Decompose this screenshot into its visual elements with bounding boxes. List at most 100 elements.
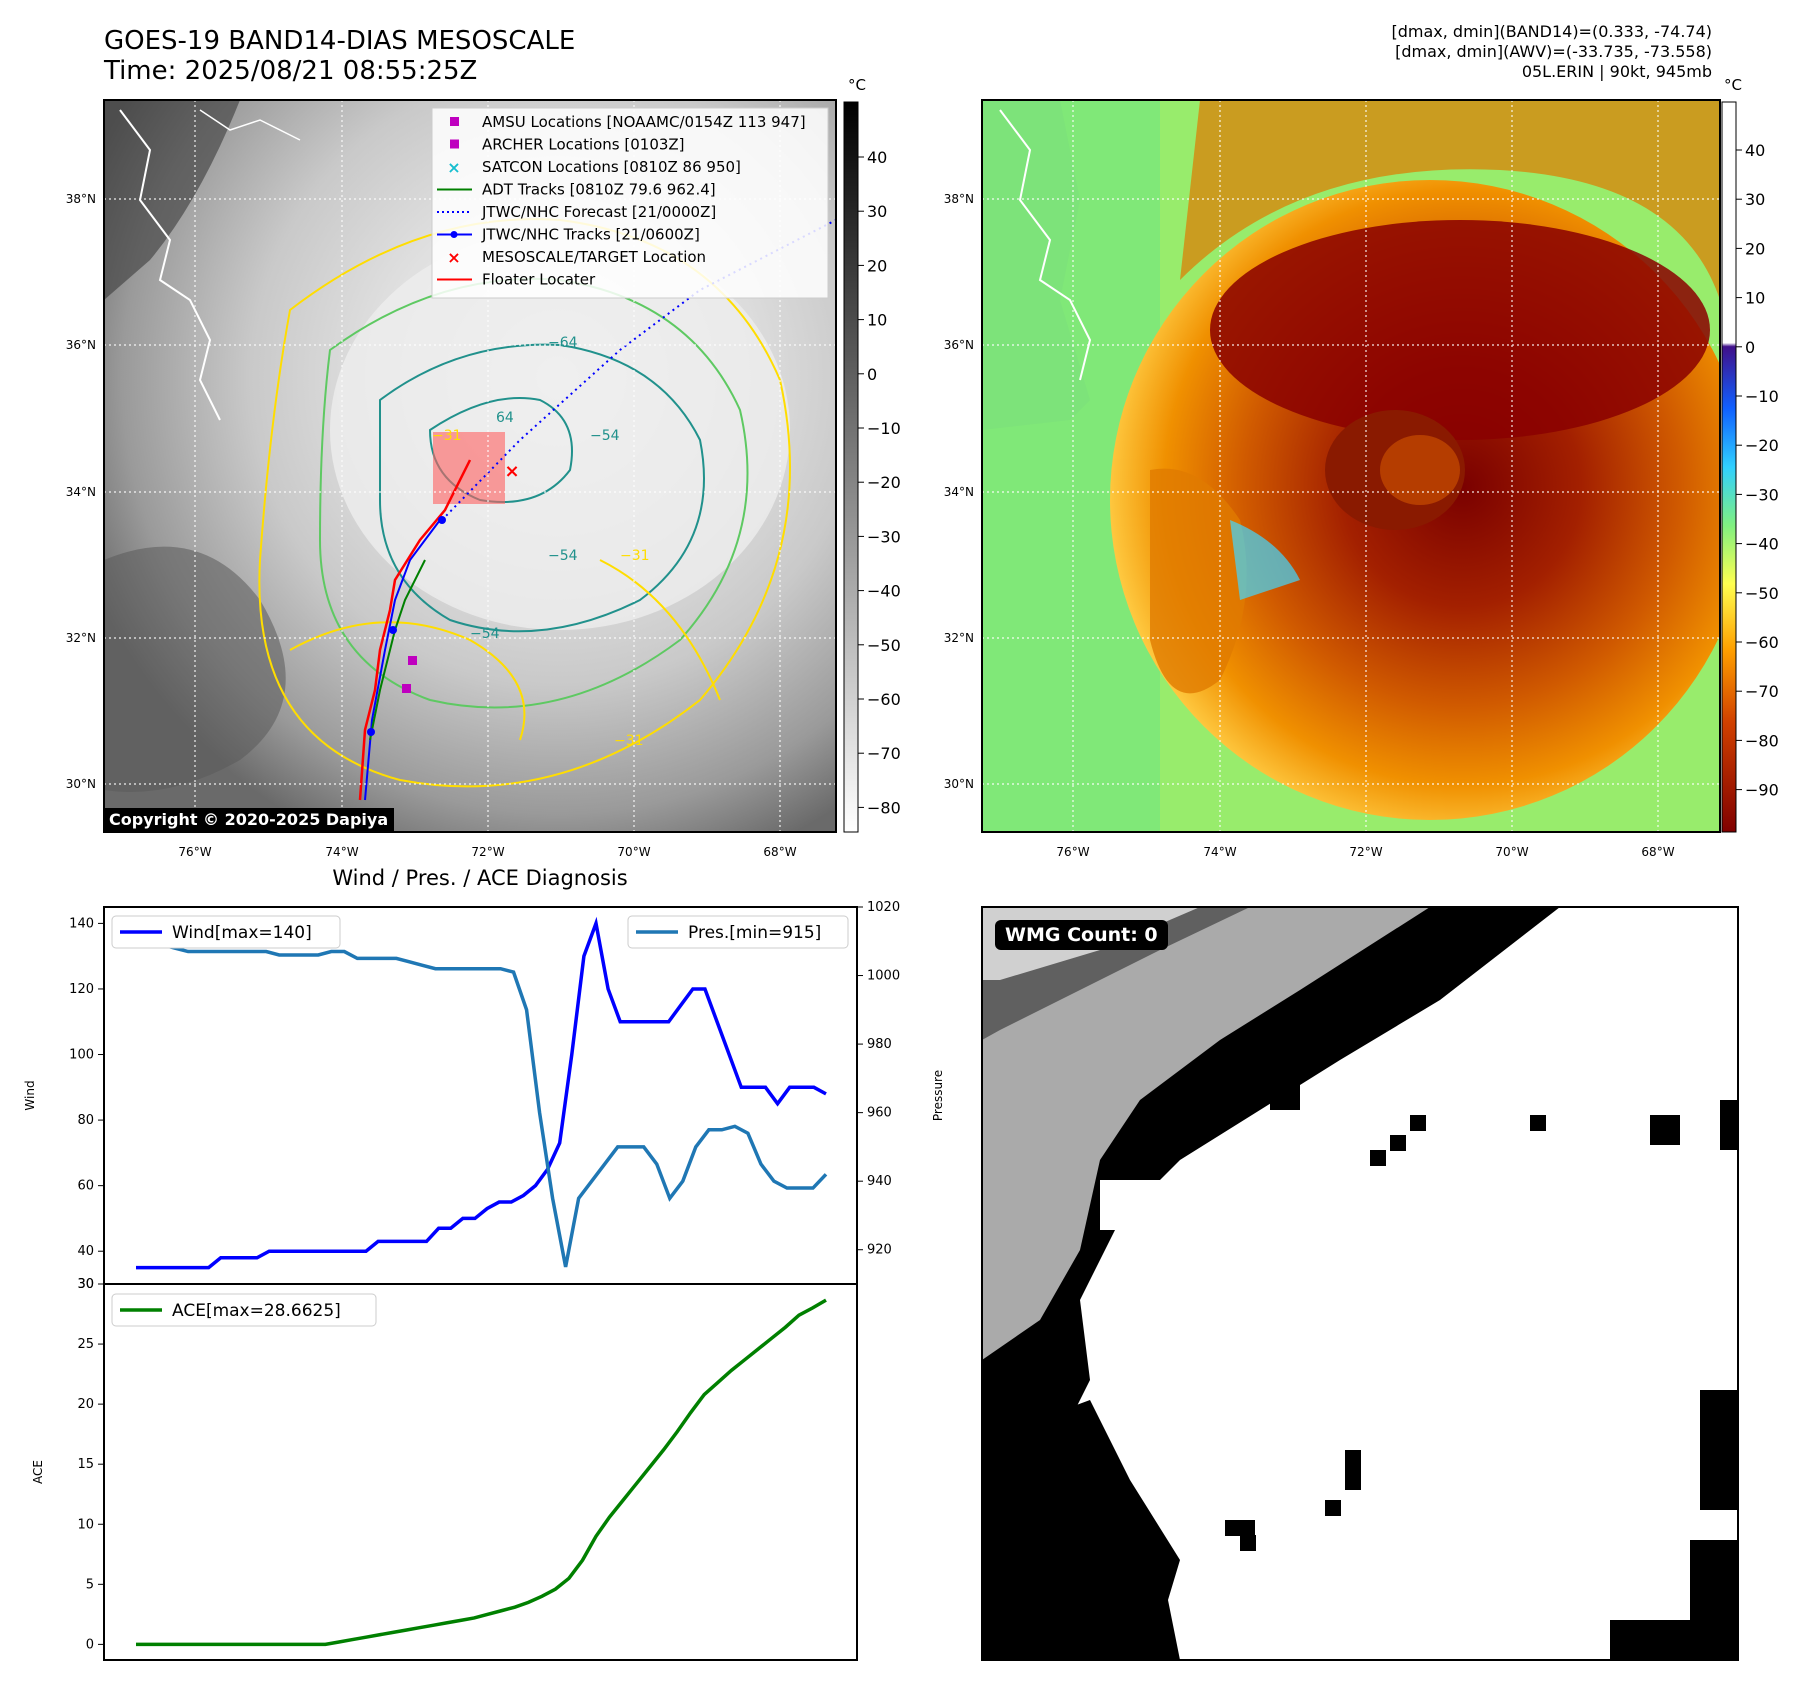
- lon-label: 74°W: [1203, 845, 1236, 859]
- storm-info: [dmax, dmin](BAND14)=(0.333, -74.74) [dm…: [1392, 22, 1713, 82]
- wind-series-line: [136, 916, 827, 1270]
- colorbar-tick-label: −60: [1745, 633, 1779, 652]
- colorbar-tick-label: −40: [867, 582, 901, 601]
- colorbar-tick-label: 0: [867, 365, 877, 384]
- colorbar-tick-label: 20: [867, 256, 887, 275]
- colorbar-tick-label: 10: [867, 311, 887, 330]
- wind-tick-label: 120: [69, 982, 94, 997]
- colorbar-tick-label: 30: [867, 202, 887, 221]
- wind-tick-label: 60: [77, 1179, 94, 1194]
- colorbar-tick-label: −80: [1745, 731, 1779, 750]
- colorbar-tick-label: −20: [867, 473, 901, 492]
- colorbar-left-unit: °C: [848, 76, 866, 94]
- colorbar-tick-label: 20: [1745, 239, 1765, 258]
- legend-label: MESOSCALE/TARGET Location: [482, 248, 706, 266]
- ace-tick-label: 20: [77, 1397, 94, 1412]
- legend-entry: JTWC/NHC Forecast [21/0000Z]: [437, 203, 716, 221]
- colorbar-tick-label: 30: [1745, 190, 1765, 209]
- ace-tick-label: 10: [77, 1517, 94, 1532]
- legend-label: JTWC/NHC Forecast [21/0000Z]: [481, 203, 716, 221]
- legend-label: Floater Locater: [482, 271, 596, 289]
- lon-label: 76°W: [1056, 845, 1089, 859]
- colorbar-tick-label: −20: [1745, 436, 1779, 455]
- wind-tick-label: 100: [69, 1048, 94, 1063]
- copyright-watermark: Copyright © 2020-2025 Dapiya: [103, 808, 395, 832]
- pressure-tick-label: 940: [867, 1174, 892, 1189]
- pressure-axis-label: Pressure: [931, 1070, 945, 1121]
- colorbar-grayscale: [843, 101, 859, 833]
- legend-label: AMSU Locations [NOAAMC/0154Z 113 947]: [482, 113, 806, 131]
- lon-label: 68°W: [1641, 845, 1674, 859]
- legend-label: ARCHER Locations [0103Z]: [482, 136, 685, 154]
- legend-marker-square: [450, 139, 459, 149]
- contour-label: 64: [496, 410, 514, 426]
- legend-entry: × SATCON Locations [0810Z 86 950]: [447, 158, 741, 177]
- ace-tick-label: 5: [86, 1577, 94, 1592]
- legend-entry: ADT Tracks [0810Z 79.6 962.4]: [437, 181, 716, 199]
- legend-entry: JTWC/NHC Tracks [21/0600Z]: [437, 226, 700, 244]
- info-awv: [dmax, dmin](AWV)=(-33.735, -73.558): [1395, 42, 1712, 61]
- ace-axes: [103, 1283, 858, 1661]
- contour-label: −54: [590, 428, 620, 444]
- info-band14: [dmax, dmin](BAND14)=(0.333, -74.74): [1391, 22, 1713, 41]
- wind-tick-label: 30: [77, 1277, 94, 1292]
- wind-tick-label: 80: [77, 1113, 94, 1128]
- contour-labels: −64 64 −31 −54 −54 −54 −31 −31: [432, 335, 650, 749]
- contour-label: −54: [470, 626, 500, 642]
- legend-marker-x: ×: [447, 248, 460, 267]
- pressure-series-line: [136, 925, 828, 1268]
- wind-tick-label: 140: [69, 916, 94, 931]
- colorbar-right-unit: °C: [1724, 76, 1742, 94]
- lon-label: 76°W: [178, 845, 211, 859]
- wind-pressure-axes: [103, 906, 858, 1285]
- colorbar-tick-label: −70: [867, 744, 901, 763]
- lat-label: 36°N: [944, 338, 974, 352]
- colorbar-tick-label: −30: [867, 527, 901, 546]
- lon-label: 70°W: [617, 845, 650, 859]
- svg-text:×: ×: [504, 461, 519, 482]
- colorbar-tick-label: −30: [1745, 485, 1779, 504]
- contour-label: −64: [548, 335, 578, 351]
- pressure-tick-label: 920: [867, 1243, 892, 1258]
- figure-time: Time: 2025/08/21 08:55:25Z: [104, 56, 478, 86]
- pressure-legend-label: Pres.[min=915]: [688, 923, 821, 943]
- contour-label: −31: [620, 548, 650, 564]
- wmg-count-badge: WMG Count: 0: [995, 920, 1168, 950]
- figure-title: GOES-19 BAND14-DIAS MESOSCALE: [104, 26, 576, 56]
- diagnosis-title: Wind / Pres. / ACE Diagnosis: [332, 866, 628, 890]
- pressure-tick-label: 1020: [867, 900, 900, 915]
- colorbar-tick-label: −10: [1745, 387, 1779, 406]
- map-legend: AMSU Locations [NOAAMC/0154Z 113 947] ARC…: [431, 107, 829, 299]
- lon-label: 72°W: [1349, 845, 1382, 859]
- pressure-legend: Pres.[min=915]: [627, 915, 849, 949]
- lat-label: 30°N: [66, 777, 96, 791]
- legend-label: SATCON Locations [0810Z 86 950]: [482, 158, 741, 176]
- colorbar-tick-label: 40: [1745, 141, 1765, 160]
- awv-satellite-map: [982, 100, 1720, 832]
- colorbar-tick-label: −80: [867, 798, 901, 817]
- pressure-tick-label: 980: [867, 1037, 892, 1052]
- contour-label: −31: [432, 428, 462, 444]
- lat-label: 30°N: [944, 777, 974, 791]
- colorbar-tick-label: −60: [867, 690, 901, 709]
- legend-entry: × MESOSCALE/TARGET Location: [447, 248, 706, 267]
- colorbar-tick-label: 10: [1745, 289, 1765, 308]
- lat-label: 38°N: [944, 192, 974, 206]
- legend-entry: AMSU Locations [NOAAMC/0154Z 113 947]: [450, 113, 806, 131]
- lat-label: 38°N: [66, 192, 96, 206]
- legend-marker-dot: [450, 231, 458, 238]
- colorbar-color: [1721, 101, 1737, 833]
- lat-label: 32°N: [66, 631, 96, 645]
- lon-label: 70°W: [1495, 845, 1528, 859]
- colorbar-tick-label: −10: [867, 419, 901, 438]
- legend-marker-x: ×: [447, 158, 460, 177]
- pressure-tick-label: 1000: [867, 969, 900, 984]
- wind-tick-label: 40: [77, 1244, 94, 1259]
- legend-marker-square: [450, 117, 459, 126]
- colorbar-tick-label: 40: [867, 148, 887, 167]
- contour-label: −54: [548, 548, 578, 564]
- ace-tick-label: 0: [86, 1637, 94, 1652]
- wind-legend-label: Wind[max=140]: [172, 923, 312, 943]
- ace-legend-label: ACE[max=28.6625]: [172, 1301, 341, 1321]
